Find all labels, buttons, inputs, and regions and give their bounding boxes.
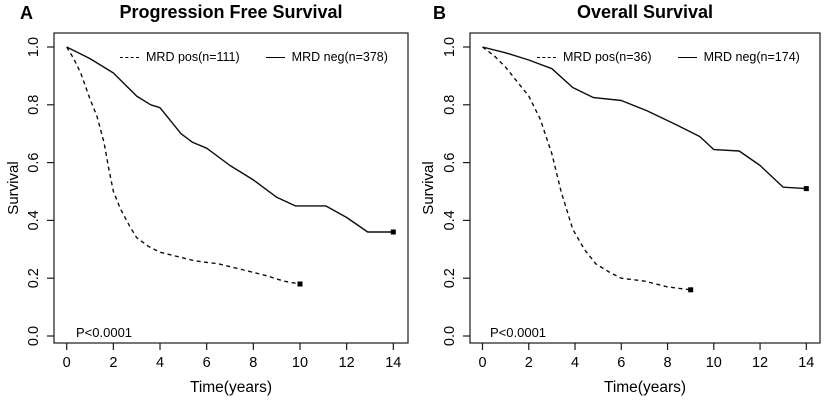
x-tick-label: 2 — [525, 355, 533, 371]
censor-end-marker — [688, 287, 694, 293]
pvalue-annotation-a: P<0.0001 — [76, 325, 133, 340]
y-tick-label: 0.6 — [26, 153, 42, 173]
legend-item-mrd-neg: MRD neg(n=174) — [677, 50, 800, 64]
chart-title-b: Overall Survival — [576, 2, 714, 22]
plot-border — [469, 32, 821, 344]
y-tick-label: 0.6 — [442, 153, 458, 173]
x-tick-label: 0 — [63, 355, 71, 371]
x-tick-label: 8 — [249, 355, 257, 371]
solid-line-sample-icon — [677, 56, 697, 58]
solid-survival-curve — [482, 46, 807, 190]
dashed-survival-curve — [66, 46, 301, 285]
panel-label-b: B — [433, 3, 447, 23]
solid-survival-curve — [66, 46, 394, 233]
legend-a: MRD pos(n=111) MRD neg(n=378) — [120, 50, 388, 64]
y-tick-label: 0.8 — [26, 95, 42, 115]
pvalue-annotation-b: P<0.0001 — [490, 325, 547, 340]
dashed-survival-curve — [482, 46, 691, 291]
censor-end-marker — [803, 186, 809, 192]
censor-end-marker — [390, 229, 396, 235]
dashed-line-sample-icon — [120, 56, 139, 58]
x-axis-label-b: Time(years) — [603, 379, 687, 396]
legend-label-mrd-pos: MRD pos(n=111) — [146, 50, 240, 64]
x-tick-label: 14 — [798, 355, 814, 371]
y-tick-label: 0.0 — [26, 326, 42, 346]
y-tick-label: 0.8 — [442, 95, 458, 115]
x-tick-label: 6 — [617, 355, 625, 371]
legend-b: MRD pos(n=36) MRD neg(n=174) — [537, 50, 800, 64]
y-axis-label-b: Survival — [420, 161, 437, 215]
x-tick-label: 6 — [203, 355, 211, 371]
y-axis-label-a: Survival — [5, 161, 22, 215]
chart-title-a: Progression Free Survival — [119, 2, 343, 22]
x-tick-label: 10 — [292, 355, 308, 371]
y-tick-label: 0.2 — [442, 268, 458, 288]
x-tick-label: 12 — [752, 355, 768, 371]
x-tick-label: 14 — [385, 355, 401, 371]
x-tick-label: 12 — [339, 355, 355, 371]
x-axis-label-a: Time(years) — [189, 379, 273, 396]
x-tick-label: 8 — [664, 355, 672, 371]
legend-item-mrd-pos: MRD pos(n=111) — [120, 50, 240, 64]
x-tick-label: 4 — [571, 355, 579, 371]
y-tick-label: 0.4 — [26, 210, 42, 230]
dashed-line-sample-icon — [537, 56, 556, 58]
panel-b: B Overall Survival 0 2 4 6 8 10 12 14 0.0 0.2 0.4 0… — [412, 0, 825, 403]
plot-area-b: 0 2 4 6 8 10 12 14 0.0 0.2 0.4 0.6 0.8 1.0 — [442, 32, 821, 371]
plot-border — [53, 32, 409, 344]
panel-a: A Progression Free Survival 0 2 4 6 8 10 12 14 0… — [5, 2, 409, 396]
legend-label-mrd-neg: MRD neg(n=378) — [291, 50, 388, 64]
y-tick-label: 0.0 — [442, 326, 458, 346]
x-tick-label: 0 — [478, 355, 486, 371]
legend-label-mrd-pos: MRD pos(n=36) — [563, 50, 652, 64]
censor-end-marker — [297, 281, 303, 287]
y-tick-label: 0.4 — [442, 210, 458, 230]
y-tick-label: 0.2 — [26, 268, 42, 288]
x-tick-label: 10 — [706, 355, 722, 371]
panel-label-a: A — [20, 3, 34, 23]
solid-line-sample-icon — [265, 56, 285, 58]
y-tick-label: 1.0 — [442, 37, 458, 57]
legend-item-mrd-neg: MRD neg(n=378) — [265, 50, 388, 64]
y-tick-label: 1.0 — [26, 37, 42, 57]
plot-area-a: 0 2 4 6 8 10 12 14 0.0 0.2 0.4 0.6 0.8 1.0 — [26, 32, 409, 371]
x-tick-label: 4 — [156, 355, 164, 371]
legend-label-mrd-neg: MRD neg(n=174) — [703, 50, 800, 64]
x-tick-label: 2 — [109, 355, 117, 371]
legend-item-mrd-pos: MRD pos(n=36) — [537, 50, 652, 64]
